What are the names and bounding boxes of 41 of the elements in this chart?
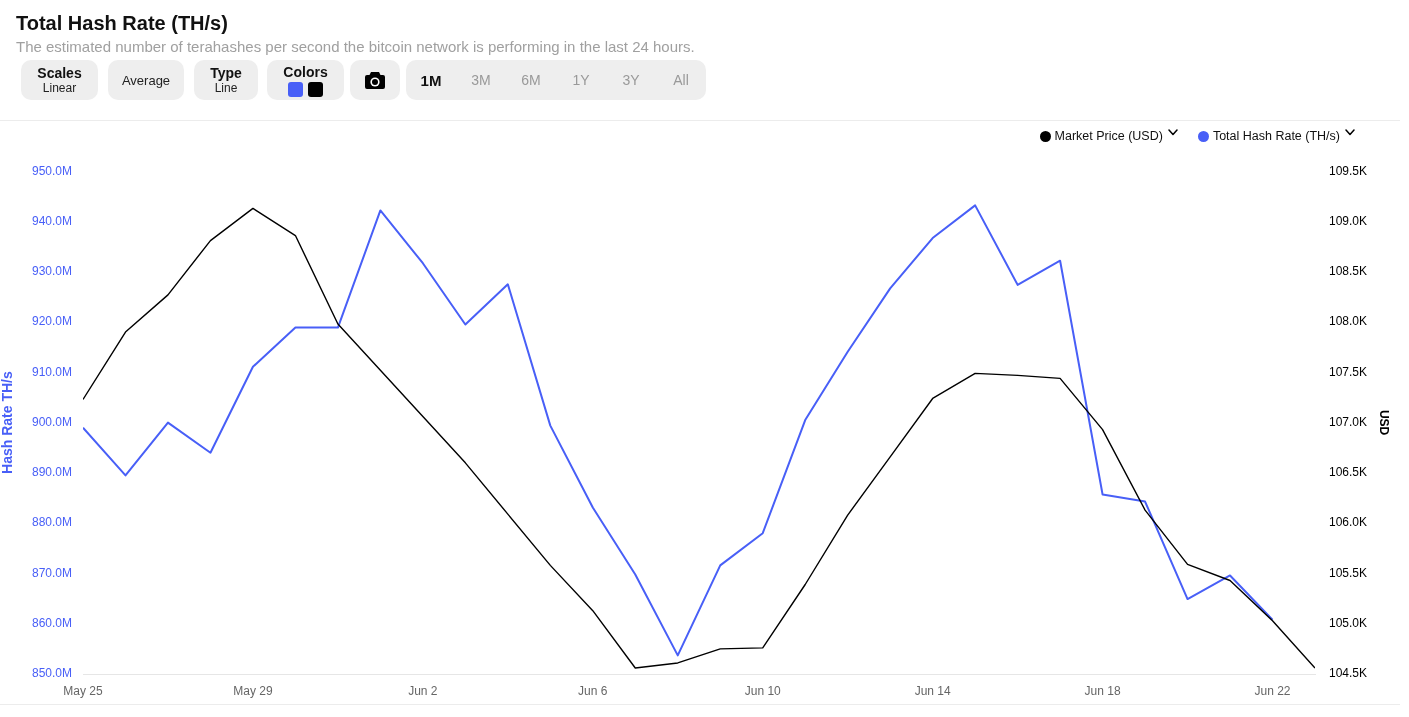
x-tick-label: Jun 2	[408, 683, 438, 698]
legend-label: Total Hash Rate (TH/s)	[1212, 129, 1340, 143]
y-tick-label: 900.0M	[31, 414, 72, 429]
y-tick-label: 850.0M	[31, 666, 72, 681]
x-tick-label: Jun 18	[1084, 683, 1121, 698]
y2-tick-label: 109.5K	[1329, 163, 1368, 178]
y2-tick-label: 108.5K	[1329, 264, 1368, 279]
legend-label: Market Price (USD)	[1054, 129, 1163, 143]
chart-subtitle: The estimated number of terahashes per second the bitcoin network is performing in the last 24 hours.	[16, 38, 695, 55]
y2-tick-label: 106.5K	[1329, 465, 1368, 480]
y-tick-label: 870.0M	[31, 565, 72, 580]
y2-tick-label: 107.0K	[1329, 414, 1368, 429]
y2-tick-label: 108.0K	[1329, 314, 1368, 329]
button: Colors	[267, 60, 344, 100]
x-tick-label: Jun 6	[578, 683, 608, 698]
x-tick-label: May 29	[233, 683, 273, 698]
y2-tick-label: 105.0K	[1329, 616, 1368, 631]
y-tick-label: 910.0M	[31, 364, 72, 379]
y2-tick-label: 107.5K	[1329, 364, 1368, 379]
y-tick-label: 920.0M	[31, 314, 72, 329]
y2-axis-title: USD	[1377, 409, 1392, 436]
y-tick-label: 880.0M	[31, 515, 72, 530]
x-tick-label: Jun 10	[744, 683, 782, 698]
x-tick-label: Jun 22	[1254, 683, 1291, 698]
x-tick-label: Jun 14	[914, 683, 951, 698]
y-tick-label: 940.0M	[31, 213, 72, 228]
y-tick-label: 950.0M	[31, 163, 72, 178]
y-axis-title: Hash Rate TH/s	[0, 371, 16, 474]
button: Average	[108, 60, 184, 100]
y2-tick-label: 104.5K	[1329, 666, 1368, 681]
y-tick-label: 930.0M	[31, 264, 72, 279]
button: Scales Linear	[21, 60, 98, 100]
y2-tick-label: 105.5K	[1329, 565, 1368, 580]
button: Type Line	[194, 60, 258, 100]
y2-tick-label: 106.0K	[1329, 515, 1368, 530]
x-tick-label: May 25	[63, 683, 103, 698]
chart-title: Total Hash Rate (TH/s)	[16, 12, 228, 35]
y-tick-label: 860.0M	[31, 616, 72, 631]
y-tick-label: 890.0M	[31, 465, 72, 480]
button-group: 1M 3M 6M 1Y 3Y All	[406, 60, 706, 100]
y2-tick-label: 109.0K	[1329, 213, 1368, 228]
